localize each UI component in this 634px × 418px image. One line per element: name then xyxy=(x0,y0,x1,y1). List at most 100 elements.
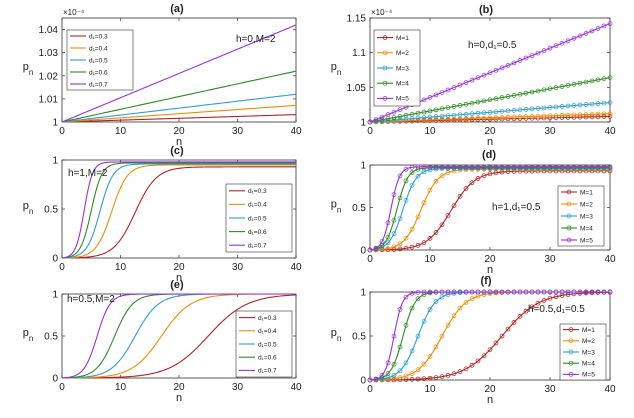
data-point xyxy=(511,107,517,113)
data-point xyxy=(367,247,373,253)
data-point xyxy=(439,374,445,379)
data-point xyxy=(469,362,475,368)
data-point xyxy=(505,289,511,295)
series-line xyxy=(61,166,296,259)
data-point xyxy=(439,222,445,228)
data-point xyxy=(559,293,565,298)
data-point xyxy=(457,164,463,170)
chart-title: (d) xyxy=(482,149,496,161)
data-point xyxy=(385,234,391,240)
x-tick-label: 30 xyxy=(544,254,556,265)
y-tick-label: 0 xyxy=(52,254,58,265)
x-tick-label: 40 xyxy=(290,382,302,393)
data-point xyxy=(397,173,403,179)
data-point xyxy=(601,289,607,295)
data-point xyxy=(589,101,595,107)
data-point xyxy=(439,106,445,112)
data-point xyxy=(409,164,415,170)
y-tick-label: 1 xyxy=(52,118,58,129)
data-point xyxy=(505,94,511,99)
data-point xyxy=(427,117,433,123)
data-point xyxy=(463,111,469,117)
data-point xyxy=(511,164,517,170)
data-point xyxy=(607,289,613,295)
data-point xyxy=(601,23,607,29)
data-point xyxy=(379,239,385,244)
data-point xyxy=(427,307,433,312)
data-point xyxy=(457,82,463,88)
data-point xyxy=(601,100,607,106)
x-tick-label: 0 xyxy=(59,382,65,393)
data-point xyxy=(583,79,589,85)
data-point xyxy=(469,296,475,302)
x-tick-label: 20 xyxy=(173,382,185,393)
data-point xyxy=(445,373,451,378)
series-5 xyxy=(61,24,297,123)
legend-marker xyxy=(568,349,574,355)
data-point xyxy=(409,377,415,382)
y-axis-label: pn xyxy=(23,200,34,216)
data-point xyxy=(403,294,409,300)
legend-entry: M=2 xyxy=(580,201,593,208)
data-point xyxy=(553,289,559,295)
series-1 xyxy=(61,114,297,123)
legend-entry: d₁=0.6 xyxy=(89,69,108,76)
series-1 xyxy=(62,294,297,379)
data-point xyxy=(523,114,529,119)
data-point xyxy=(391,217,397,223)
data-point xyxy=(421,97,427,103)
x-tick-label: 0 xyxy=(367,384,373,395)
legend-box xyxy=(373,29,421,107)
chart-panel-5: (e)0 10 20 30 4000.51npnh=0.5,M=2d₁=0.3d₁=0.… xyxy=(23,279,302,404)
data-point xyxy=(457,305,463,311)
data-point xyxy=(409,182,415,188)
data-point xyxy=(439,294,445,300)
data-point xyxy=(409,226,415,232)
data-point xyxy=(481,115,487,121)
data-point xyxy=(523,107,529,112)
data-point xyxy=(511,93,517,98)
series-line xyxy=(61,293,296,379)
series-2 xyxy=(61,164,296,259)
data-point xyxy=(421,376,427,382)
data-point xyxy=(571,35,577,41)
x-tick-label: 20 xyxy=(173,126,185,137)
data-point xyxy=(475,75,481,81)
series-3 xyxy=(61,163,296,259)
data-point xyxy=(451,313,457,319)
data-point xyxy=(397,344,403,350)
data-point xyxy=(481,353,487,359)
chart-annotation: h=0.5,d₁=0.5 xyxy=(528,304,585,315)
legend-marker xyxy=(382,96,388,101)
data-point xyxy=(421,318,427,324)
legend-entry: M=5 xyxy=(580,237,593,244)
data-point xyxy=(445,213,451,218)
y-tick-label: 1 xyxy=(360,161,366,172)
data-point xyxy=(493,115,499,120)
y-axis-label: pn xyxy=(331,61,342,77)
data-point xyxy=(391,333,397,339)
data-point xyxy=(577,102,583,108)
series-4 xyxy=(61,70,297,123)
legend-entry: d₁=0.3 xyxy=(248,188,267,195)
data-point xyxy=(559,84,565,89)
data-point xyxy=(421,361,427,367)
legend-entry: M=3 xyxy=(580,213,593,220)
data-point xyxy=(409,116,415,121)
y-tick-label: 1.01 xyxy=(39,94,59,105)
data-point xyxy=(607,111,613,117)
data-point xyxy=(541,298,547,303)
data-point xyxy=(427,108,433,114)
data-point xyxy=(505,63,511,68)
y-tick-label: 1.03 xyxy=(39,48,59,59)
data-point xyxy=(529,89,535,95)
legend-marker xyxy=(566,237,572,243)
chart-panel-6: (f)0 10 20 30 4000.51npnh=0.5,d₁=0.5M=1M=2M=… xyxy=(331,275,616,406)
data-point xyxy=(535,113,541,119)
data-point xyxy=(433,375,439,380)
data-point xyxy=(463,186,469,191)
data-point xyxy=(595,111,601,117)
data-point xyxy=(583,164,589,170)
data-point xyxy=(397,307,403,312)
data-point xyxy=(409,290,415,296)
